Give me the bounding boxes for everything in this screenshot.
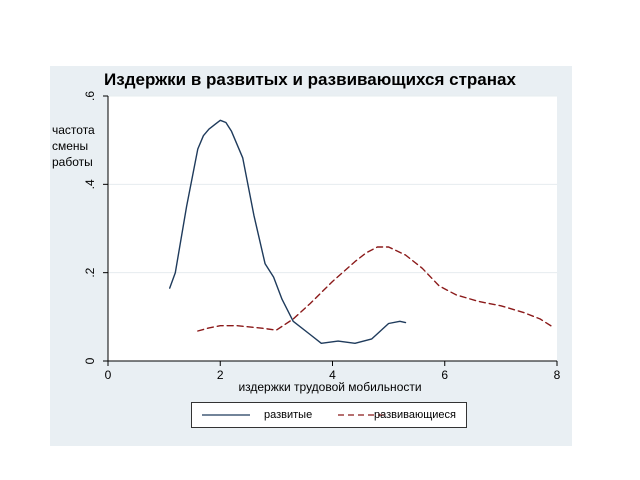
legend-swatch-developing: [338, 414, 386, 416]
legend-swatch-developed: [202, 414, 250, 416]
x-tick-label: 8: [554, 368, 561, 382]
x-tick-label: 0: [105, 368, 112, 382]
y-axis-label-line: работы: [52, 155, 93, 169]
x-tick-label: 6: [441, 368, 448, 382]
y-axis-label: частота смены работы: [52, 122, 102, 170]
y-tick-label: .6: [83, 91, 97, 101]
y-tick-label: .2: [83, 267, 97, 277]
x-tick-label: 4: [329, 368, 336, 382]
legend: развитые развивающиеся: [191, 402, 467, 428]
x-tick-label: 2: [217, 368, 224, 382]
chart-title: Издержки в развитых и развивающихся стра…: [104, 70, 516, 89]
y-tick-label: .4: [83, 179, 97, 189]
y-tick-label: 0: [83, 357, 97, 364]
legend-label-developing: развивающиеся: [374, 409, 457, 421]
series-line-developing: [197, 246, 555, 332]
series-line-developed: [168, 119, 407, 344]
legend-label-developed: развитые: [264, 409, 313, 421]
x-axis-label: издержки трудовой мобильности: [238, 380, 422, 394]
plot-area: [108, 96, 557, 361]
y-axis-label-line: смены: [52, 139, 89, 153]
y-axis-label-line: частота: [52, 123, 95, 137]
